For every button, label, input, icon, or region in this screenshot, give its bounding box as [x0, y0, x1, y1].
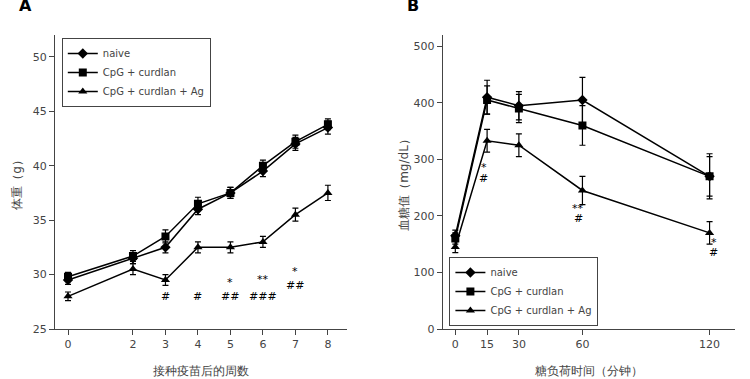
svg-text:40: 40 [33, 160, 47, 173]
svg-text:###: ### [249, 290, 277, 303]
svg-text:**: ** [572, 202, 584, 215]
svg-text:A: A [19, 0, 32, 15]
svg-text:*: * [711, 236, 717, 249]
svg-text:0: 0 [65, 338, 72, 351]
svg-text:*: * [292, 265, 298, 278]
svg-text:#: # [574, 212, 583, 225]
svg-text:*: * [481, 161, 487, 174]
svg-text:60: 60 [575, 338, 589, 351]
svg-text:糖负荷时间（分钟）: 糖负荷时间（分钟） [535, 364, 643, 378]
svg-text:30: 30 [33, 268, 47, 281]
svg-text:0: 0 [452, 338, 459, 351]
svg-text:体重（g）: 体重（g） [10, 154, 24, 210]
svg-text:#: # [709, 246, 718, 259]
svg-text:2: 2 [129, 338, 136, 351]
svg-text:naive: naive [490, 267, 517, 278]
svg-text:120: 120 [699, 338, 720, 351]
svg-text:30: 30 [512, 338, 526, 351]
svg-text:#: # [161, 290, 170, 303]
svg-text:8: 8 [324, 338, 331, 351]
svg-text:4: 4 [194, 338, 201, 351]
svg-text:50: 50 [33, 51, 47, 64]
svg-text:5: 5 [227, 338, 234, 351]
svg-text:#: # [193, 290, 202, 303]
svg-text:15: 15 [480, 338, 494, 351]
svg-text:CpG + curdlan: CpG + curdlan [103, 67, 176, 78]
svg-text:**: ** [257, 273, 269, 286]
svg-text:#: # [479, 172, 488, 185]
svg-text:naive: naive [103, 48, 130, 59]
svg-text:##: ## [221, 290, 239, 303]
svg-text:6: 6 [259, 338, 266, 351]
svg-text:25: 25 [33, 323, 47, 336]
svg-text:##: ## [286, 279, 304, 292]
svg-text:100: 100 [413, 266, 434, 279]
svg-text:200: 200 [413, 210, 434, 223]
svg-text:300: 300 [413, 153, 434, 166]
svg-text:CpG + curdlan + Ag: CpG + curdlan + Ag [490, 305, 591, 316]
svg-text:35: 35 [33, 214, 47, 227]
svg-text:500: 500 [413, 40, 434, 53]
svg-text:接种疫苗后的周数: 接种疫苗后的周数 [153, 364, 249, 378]
svg-text:血糖值（mg/dL）: 血糖值（mg/dL） [397, 133, 411, 231]
svg-text:*: * [227, 276, 233, 289]
svg-text:B: B [407, 0, 419, 15]
svg-text:45: 45 [33, 105, 47, 118]
svg-text:400: 400 [413, 97, 434, 110]
svg-text:CpG + curdlan: CpG + curdlan [490, 286, 563, 297]
svg-text:CpG + curdlan + Ag: CpG + curdlan + Ag [103, 86, 204, 97]
svg-text:0: 0 [427, 323, 434, 336]
svg-text:3: 3 [162, 338, 169, 351]
svg-text:7: 7 [292, 338, 299, 351]
